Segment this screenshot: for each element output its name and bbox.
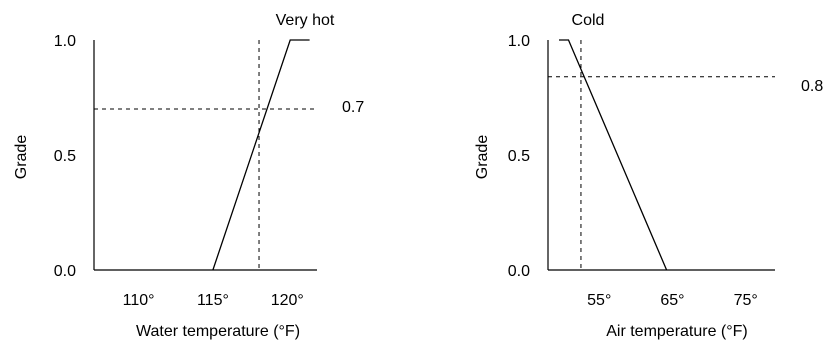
water-temperature-chart: Very hot Grade Water temperature (°F) 0.… — [13, 12, 364, 340]
air-temperature-chart: Cold Grade Air temperature (°F) 0.8 0.0 0… — [474, 12, 823, 340]
chart-0-series-label: Very hot — [276, 12, 335, 29]
chart-1-y-tick-label: 0.0 — [508, 263, 530, 280]
chart-0-x-tick-label: 115° — [197, 292, 229, 309]
chart-0-y-tick-label: 0.0 — [54, 263, 76, 280]
chart-0-guide-label: 0.7 — [342, 99, 364, 116]
chart-0-y-tick-label: 0.5 — [54, 148, 76, 165]
chart-1-x-tick-label: 75° — [734, 292, 758, 309]
chart-1-x-tick-label: 65° — [660, 292, 684, 309]
chart-1-y-tick-label: 0.5 — [508, 148, 530, 165]
chart-0-y-axis-label: Grade — [13, 135, 30, 180]
chart-0-x-axis-label: Water temperature (°F) — [136, 323, 300, 340]
chart-0-x-tick-label: 110° — [123, 292, 155, 309]
chart-1-series-label: Cold — [572, 12, 605, 29]
chart-1-x-axis-label: Air temperature (°F) — [606, 323, 748, 340]
chart-1-y-tick-label: 1.0 — [508, 33, 530, 50]
chart-1-membership-line — [559, 39, 668, 271]
chart-0-y-tick-label: 1.0 — [54, 33, 76, 50]
chart-1-y-axis-label: Grade — [474, 135, 491, 180]
chart-0-x-tick-label: 120° — [271, 292, 304, 309]
chart-1-x-tick-label: 55° — [587, 292, 611, 309]
chart-1-guide-label: 0.8 — [801, 78, 823, 95]
chart-0-membership-line — [212, 39, 310, 271]
